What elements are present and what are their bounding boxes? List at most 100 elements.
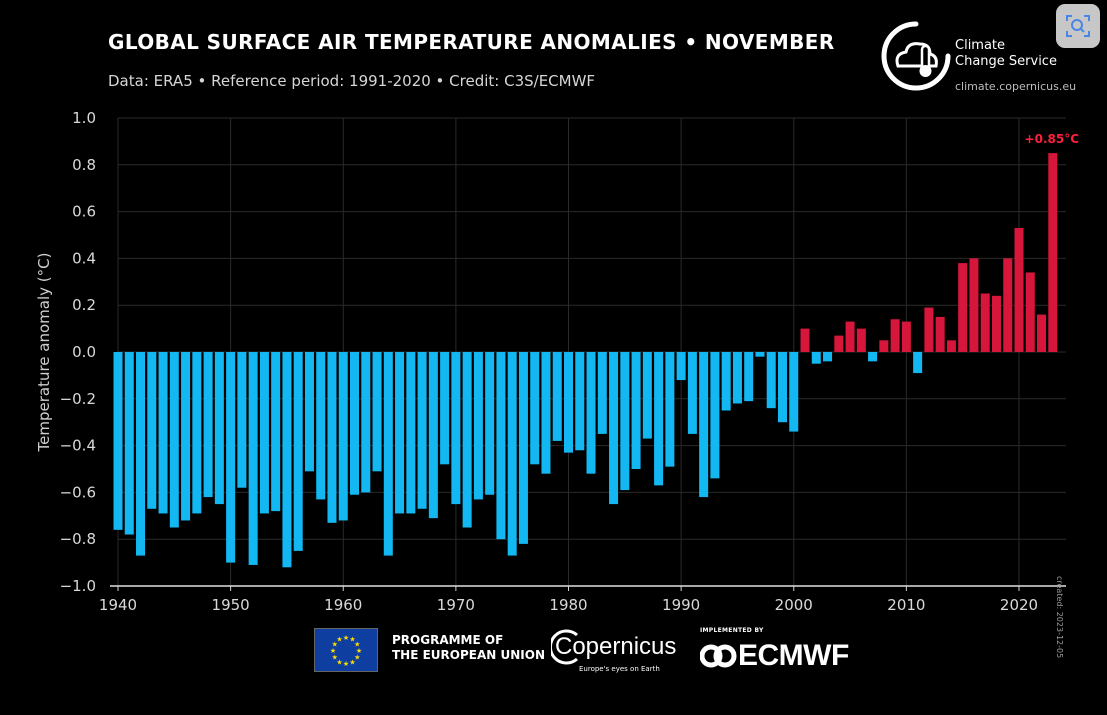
copernicus-logo[interactable]: Copernicus Europe's eyes on Earth <box>551 625 677 675</box>
x-tick-label: 2010 <box>887 596 925 614</box>
eu-star-icon: ★ <box>349 636 355 644</box>
bar-1944 <box>158 352 168 514</box>
bar-2006 <box>856 328 866 352</box>
y-tick-label: −0.8 <box>60 530 96 548</box>
copernicus-c-icon <box>551 629 578 665</box>
bar-1955 <box>282 352 292 568</box>
bar-1987 <box>642 352 652 439</box>
bar-1942 <box>136 352 146 556</box>
y-axis-label: Temperature anomaly (°C) <box>35 253 53 453</box>
bar-1997 <box>755 352 765 357</box>
bar-1981 <box>575 352 585 451</box>
bar-2014 <box>946 340 956 352</box>
bar-1963 <box>372 352 382 472</box>
bar-2005 <box>845 321 855 352</box>
eu-star-icon: ★ <box>332 654 338 662</box>
y-tick-label: −1.0 <box>60 577 96 595</box>
logo-url[interactable]: climate.copernicus.eu <box>955 80 1077 93</box>
bar-2003 <box>823 352 833 362</box>
bar-1945 <box>169 352 179 528</box>
x-tick-label: 1990 <box>662 596 700 614</box>
bar-1962 <box>361 352 371 493</box>
y-tick-label: 0.6 <box>72 203 96 221</box>
bar-1951 <box>237 352 247 488</box>
bar-1979 <box>552 352 562 441</box>
bar-1960 <box>338 352 348 521</box>
eu-star-icon: ★ <box>349 658 355 666</box>
bar-1948 <box>203 352 213 498</box>
bar-1988 <box>654 352 664 486</box>
bar-1995 <box>732 352 742 404</box>
copernicus-word: Copernicus <box>555 633 677 660</box>
bar-1966 <box>406 352 416 514</box>
bar-2000 <box>789 352 799 432</box>
bar-1973 <box>485 352 495 495</box>
logo-line-1: Climate <box>955 38 1006 53</box>
bar-2008 <box>879 340 889 352</box>
y-tick-label: 1.0 <box>72 109 96 127</box>
bar-1968 <box>428 352 438 519</box>
bar-1983 <box>597 352 607 434</box>
bar-2009 <box>890 319 900 352</box>
x-tick-label: 1950 <box>212 596 250 614</box>
bar-1982 <box>586 352 596 474</box>
annotation-label: +0.85°C <box>1025 132 1080 146</box>
bar-1978 <box>541 352 551 474</box>
eu-star-icon: ★ <box>330 647 336 655</box>
bar-2011 <box>913 352 923 374</box>
bar-1974 <box>496 352 506 540</box>
bar-2012 <box>924 307 934 352</box>
eu-star-icon: ★ <box>354 654 360 662</box>
eu-star-icon: ★ <box>343 660 349 668</box>
bar-1967 <box>417 352 427 509</box>
bar-1965 <box>395 352 405 514</box>
bar-2015 <box>958 263 968 352</box>
bar-chart: 1.00.80.60.40.20.0−0.2−0.4−0.6−0.8−1.019… <box>35 109 1080 614</box>
bar-1993 <box>710 352 720 479</box>
logo-line-2: Change Service <box>955 54 1057 69</box>
eu-star-icon: ★ <box>354 641 360 649</box>
screen-search-button[interactable] <box>1056 4 1100 48</box>
bar-1969 <box>440 352 450 465</box>
axes: 1.00.80.60.40.20.0−0.2−0.4−0.6−0.8−1.019… <box>60 109 1066 614</box>
bar-2016 <box>969 258 979 352</box>
x-tick-label: 1980 <box>549 596 587 614</box>
c3s-logo[interactable]: Climate Change Service climate.copernicu… <box>880 20 1080 100</box>
y-tick-label: −0.6 <box>60 483 96 501</box>
bar-1996 <box>744 352 754 402</box>
bar-2017 <box>980 293 990 352</box>
cloud-thermometer-icon <box>881 21 951 91</box>
bar-1959 <box>327 352 337 523</box>
chart-title: GLOBAL SURFACE AIR TEMPERATURE ANOMALIES… <box>108 30 835 54</box>
y-tick-label: 0.2 <box>72 296 96 314</box>
bar-1975 <box>507 352 517 556</box>
x-tick-label: 1970 <box>437 596 475 614</box>
bar-1990 <box>676 352 686 381</box>
ecmwf-logo[interactable]: IMPLEMENTED BY ECMWF <box>700 627 870 677</box>
bar-1946 <box>181 352 191 521</box>
bar-2023 <box>1048 153 1058 352</box>
bar-1985 <box>620 352 630 491</box>
bar-1991 <box>687 352 697 434</box>
bar-1956 <box>293 352 303 551</box>
bar-2021 <box>1025 272 1035 352</box>
eu-flag-icon[interactable]: ★ ★ ★ ★ ★ ★ ★ ★ ★ ★ ★ ★ <box>314 628 378 672</box>
copernicus-tagline: Europe's eyes on Earth <box>579 665 660 673</box>
x-tick-label: 1960 <box>324 596 362 614</box>
bar-1943 <box>147 352 157 509</box>
ecmwf-mark-icon <box>700 644 737 668</box>
bar-1964 <box>383 352 393 556</box>
chart-subtitle: Data: ERA5 • Reference period: 1991-2020… <box>108 72 596 90</box>
eu-text-line-2: THE EUROPEAN UNION <box>392 648 545 662</box>
y-tick-label: −0.4 <box>60 437 96 455</box>
bars <box>113 153 1058 568</box>
bar-2022 <box>1037 314 1047 352</box>
bar-1989 <box>665 352 675 467</box>
bar-2020 <box>1014 227 1024 352</box>
bar-1986 <box>631 352 641 469</box>
bar-1971 <box>462 352 472 528</box>
bar-2010 <box>901 321 911 352</box>
bar-2018 <box>991 295 1001 352</box>
bar-1999 <box>777 352 787 423</box>
ecmwf-implemented-by: IMPLEMENTED BY <box>700 627 764 634</box>
